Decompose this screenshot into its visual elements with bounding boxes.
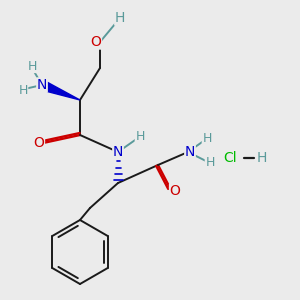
Text: H: H	[18, 83, 28, 97]
Text: Cl: Cl	[223, 151, 237, 165]
Polygon shape	[40, 80, 80, 100]
Text: O: O	[91, 35, 101, 49]
Text: O: O	[169, 184, 180, 198]
Text: N: N	[37, 78, 47, 92]
Text: H: H	[27, 59, 37, 73]
Text: H: H	[202, 133, 212, 146]
Text: O: O	[34, 136, 44, 150]
Text: H: H	[135, 130, 145, 142]
Text: N: N	[185, 145, 195, 159]
Text: H: H	[205, 157, 215, 169]
Text: H: H	[115, 11, 125, 25]
Text: N: N	[113, 145, 123, 159]
Text: H: H	[257, 151, 267, 165]
